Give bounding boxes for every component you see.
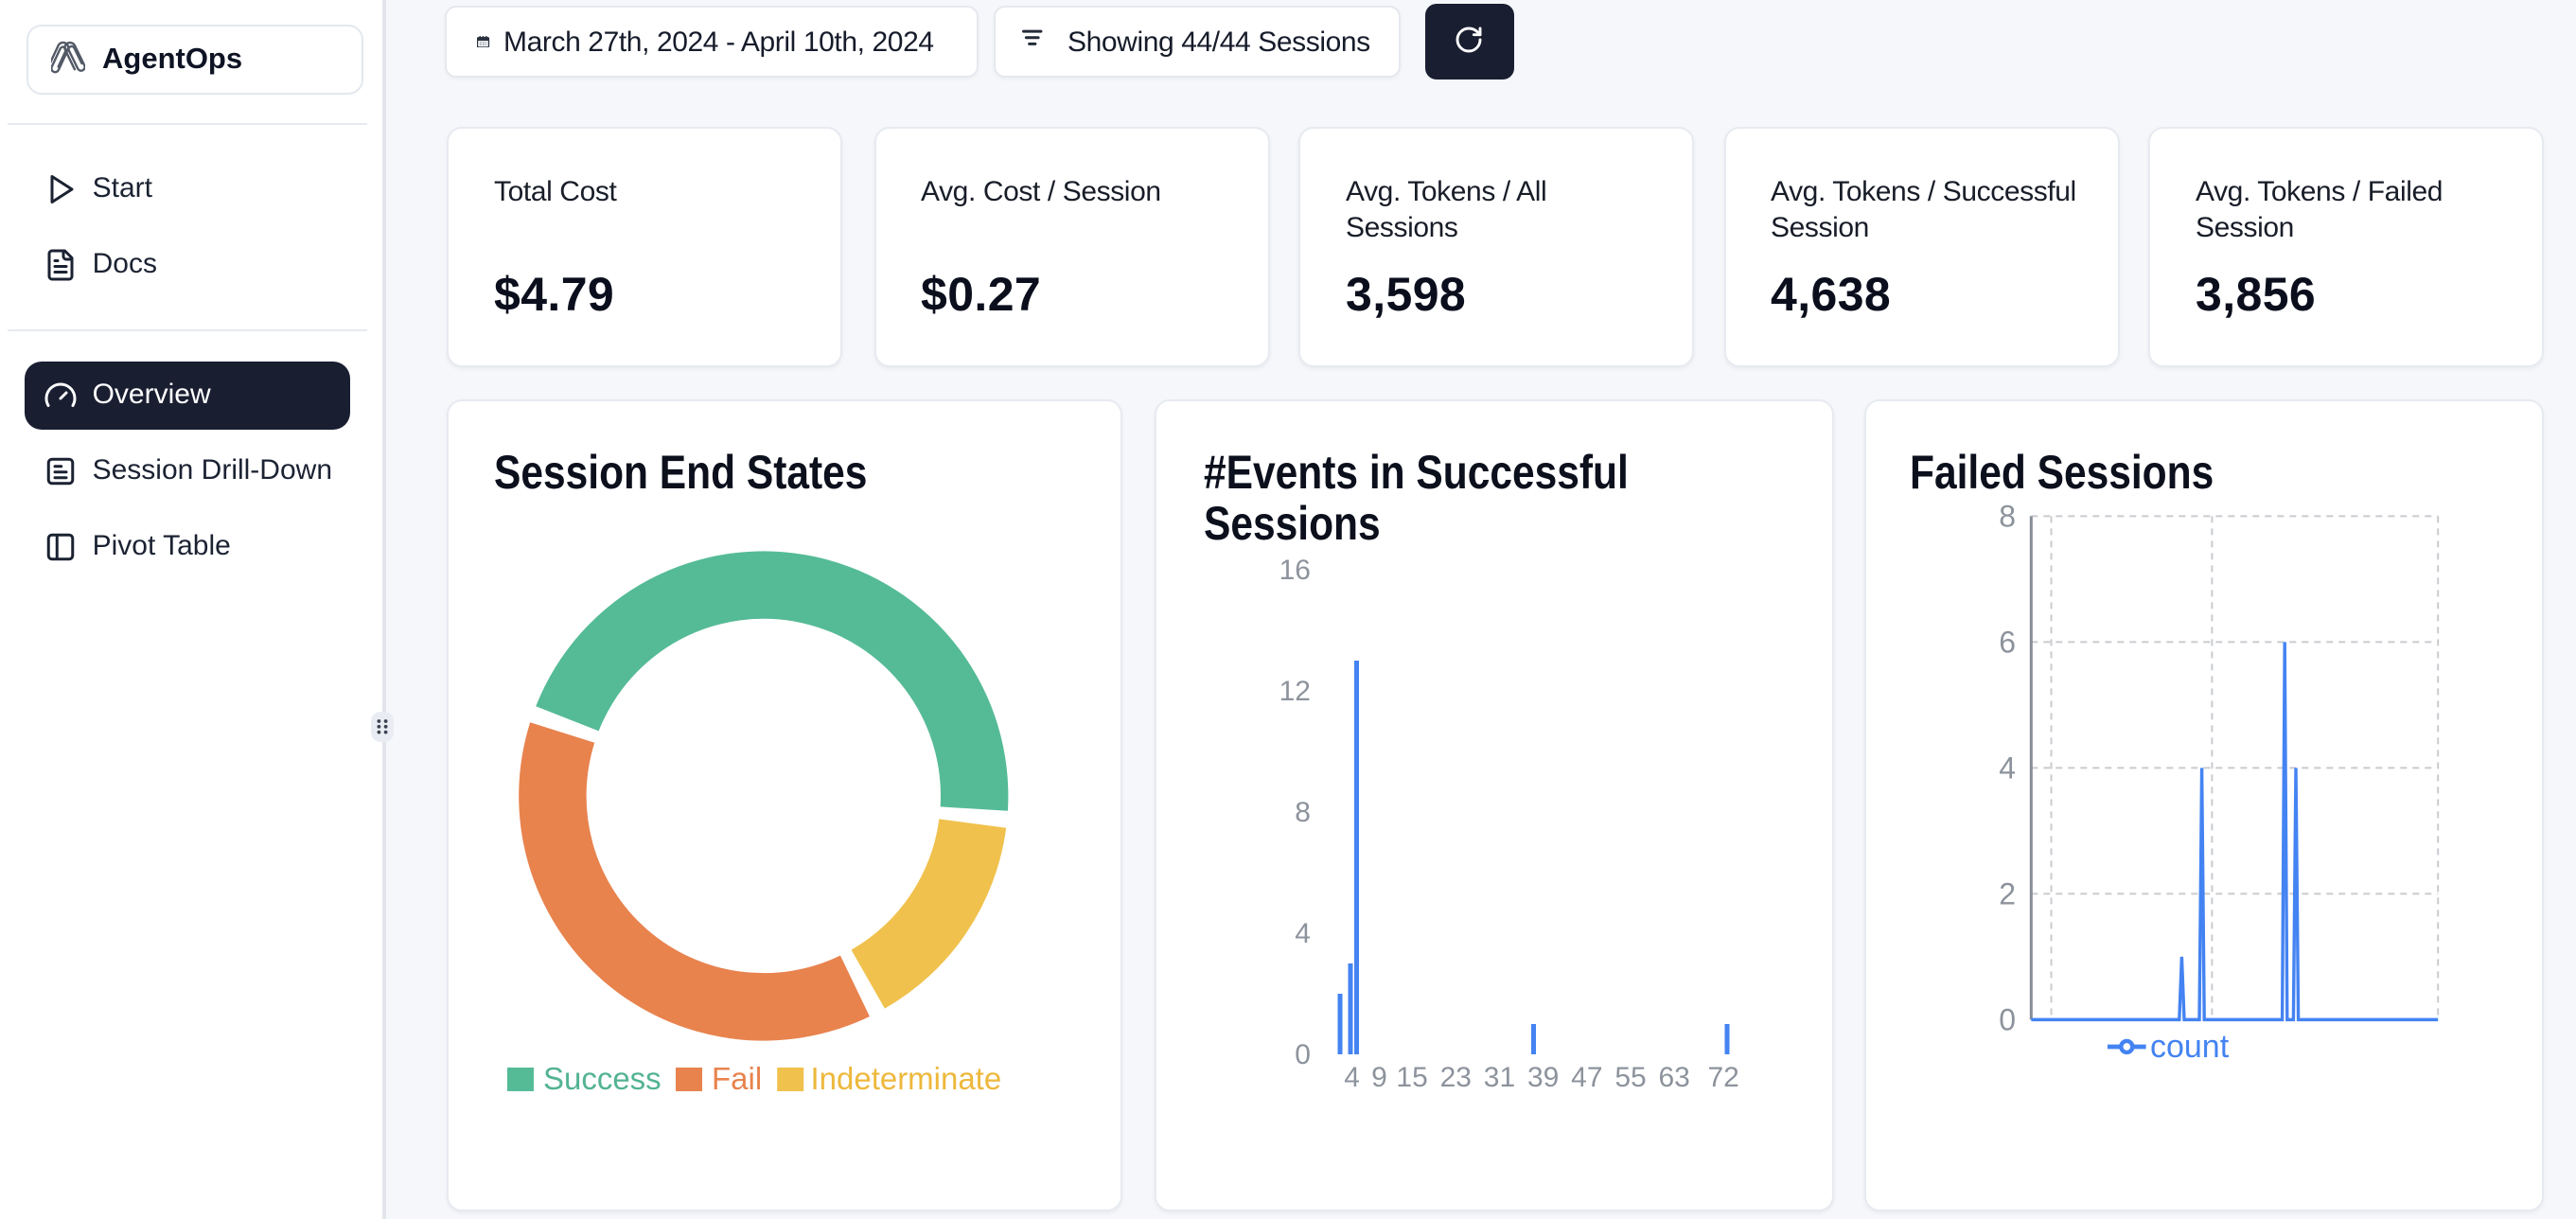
svg-text:4: 4	[1999, 751, 2016, 785]
svg-text:0: 0	[1999, 1002, 2016, 1036]
svg-text:0: 0	[1295, 1039, 1311, 1070]
svg-text:8: 8	[1295, 797, 1311, 828]
svg-text:39: 39	[1527, 1062, 1559, 1093]
svg-text:count: count	[2150, 1029, 2230, 1065]
svg-text:23: 23	[1440, 1062, 1472, 1093]
svg-text:72: 72	[1707, 1062, 1738, 1093]
svg-text:4: 4	[1295, 918, 1311, 949]
svg-text:8: 8	[1999, 499, 2016, 533]
svg-text:4: 4	[1344, 1062, 1360, 1093]
svg-text:47: 47	[1571, 1062, 1602, 1093]
svg-text:2: 2	[1999, 876, 2016, 910]
svg-text:Success: Success	[543, 1061, 662, 1096]
svg-text:Indeterminate: Indeterminate	[810, 1061, 1001, 1096]
svg-text:16: 16	[1279, 555, 1311, 586]
svg-text:6: 6	[1999, 625, 2016, 659]
svg-text:55: 55	[1614, 1062, 1646, 1093]
svg-text:Fail: Fail	[712, 1061, 762, 1096]
svg-text:15: 15	[1396, 1062, 1427, 1093]
svg-text:31: 31	[1484, 1062, 1515, 1093]
svg-text:63: 63	[1659, 1062, 1690, 1093]
svg-text:9: 9	[1371, 1062, 1387, 1093]
svg-text:12: 12	[1279, 676, 1311, 707]
